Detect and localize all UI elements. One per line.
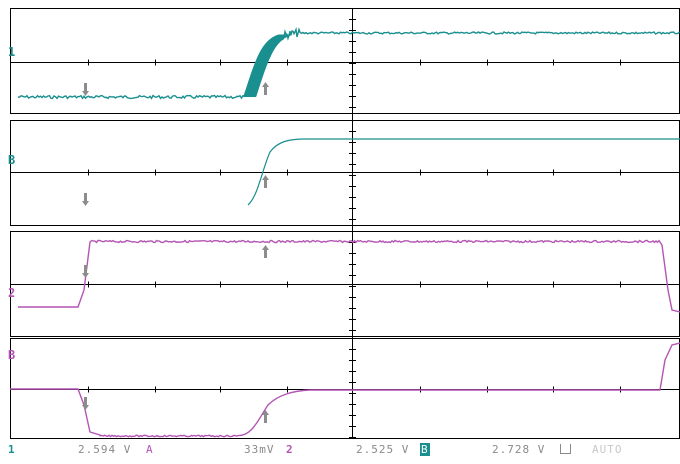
- cursor-marker-down-icon: [82, 397, 89, 410]
- cursor-a-value: 2.594 V: [78, 443, 132, 456]
- trigger-level-value: 2.728 V: [492, 443, 546, 456]
- cursor-marker-up-icon: [262, 82, 269, 95]
- cursor-marker-down-icon: [82, 265, 89, 278]
- graticule-ticks: [88, 19, 621, 438]
- cursor-marker-down-icon: [82, 83, 89, 96]
- trace-channel-1: [17, 26, 680, 100]
- trace-channel-1-edge-band: [243, 34, 291, 98]
- cursor-marker-up-icon: [262, 410, 269, 423]
- cursor-marker-up-icon: [262, 175, 269, 188]
- channel-label-b-teal: B: [8, 153, 16, 167]
- trace-math-b-teal: [247, 138, 680, 206]
- trigger-level-icon: [560, 444, 571, 454]
- channel-label-b-magenta: B: [8, 348, 16, 362]
- trace-math-b-magenta: [10, 342, 680, 438]
- waveform-traces: [10, 26, 680, 438]
- channel-label-1: 1: [8, 45, 16, 59]
- channel-2-marker: 2: [286, 443, 294, 456]
- channel-label-2: 2: [8, 286, 16, 300]
- trace-channel-2: [18, 239, 680, 313]
- cursor-a-label: A: [146, 443, 154, 456]
- cursor-b-label: B: [420, 443, 430, 456]
- cursor-b-value: 2.525 V: [356, 443, 410, 456]
- vertical-scale: 33mV: [244, 443, 275, 456]
- channel-1-marker: 1: [8, 443, 16, 456]
- cursor-markers: [82, 82, 269, 423]
- cursor-marker-up-icon: [262, 245, 269, 258]
- trigger-mode[interactable]: AUTO: [592, 443, 623, 456]
- cursor-marker-down-icon: [82, 193, 89, 206]
